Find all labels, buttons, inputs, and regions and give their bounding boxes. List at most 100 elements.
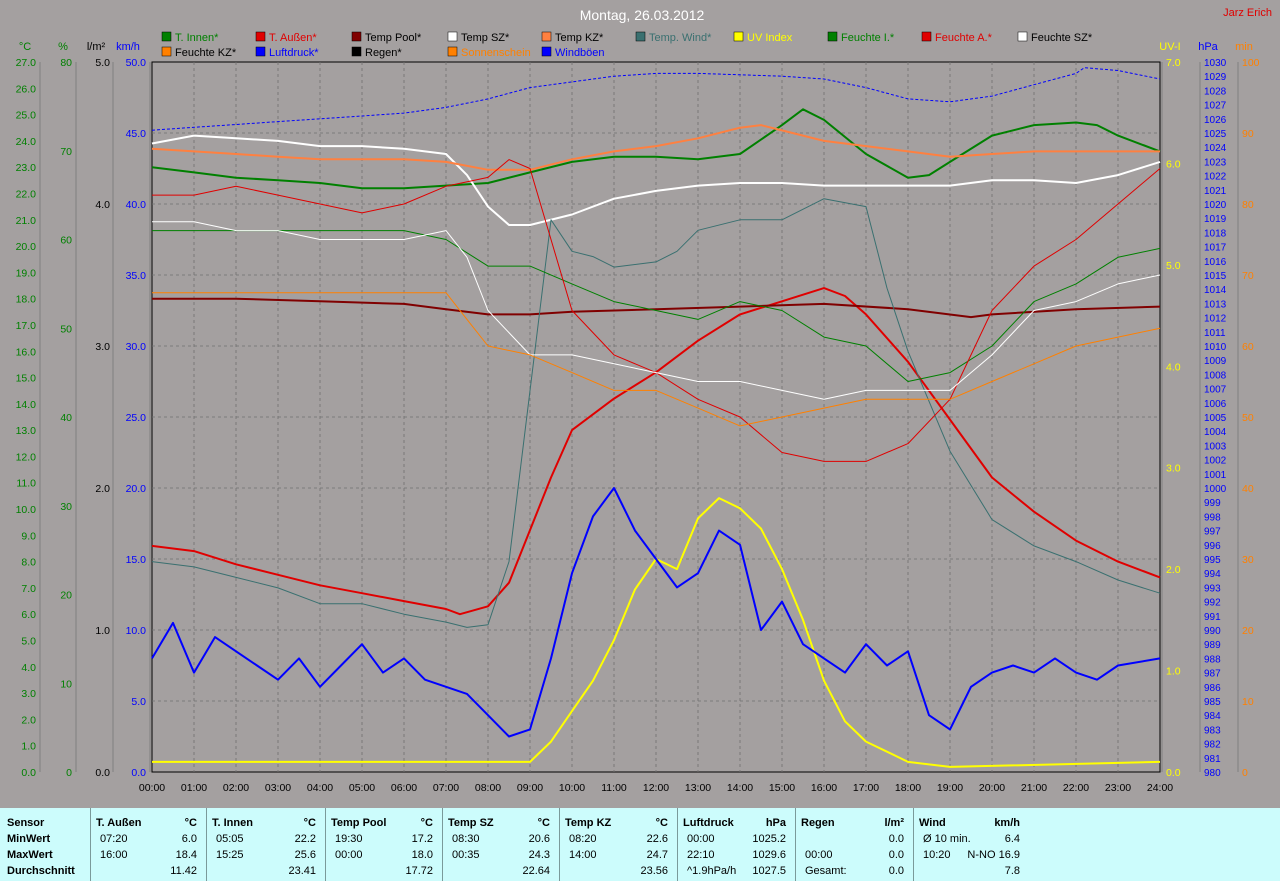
stats-col-unit: °C — [184, 817, 197, 829]
axis-tick-sun: 10 — [1242, 696, 1254, 708]
legend-label: UV Index — [747, 32, 793, 44]
x-tick-label: 14:00 — [727, 782, 753, 794]
x-tick-label: 10:00 — [559, 782, 585, 794]
legend-label: T. Innen* — [175, 32, 219, 44]
stats-avg-value: 1027.5 — [752, 865, 786, 877]
x-tick-label: 05:00 — [349, 782, 375, 794]
axis-tick-pressure: 985 — [1204, 697, 1221, 708]
legend-swatch — [1017, 31, 1028, 42]
axis-tick-sun: 40 — [1242, 483, 1254, 495]
axis-tick-pressure: 996 — [1204, 541, 1221, 552]
axis-tick-pressure: 1019 — [1204, 214, 1227, 225]
legend-swatch — [161, 31, 172, 42]
axis-unit-temp: °C — [19, 41, 31, 53]
axis-tick-humidity: 30 — [60, 501, 72, 513]
legend-label: Feuchte I.* — [841, 32, 895, 44]
stats-min-time: 05:05 — [216, 833, 244, 845]
x-tick-label: 06:00 — [391, 782, 417, 794]
x-tick-label: 11:00 — [601, 782, 627, 794]
stats-col-name: Wind — [919, 817, 946, 829]
stats-max-time: 16:00 — [100, 849, 128, 861]
axis-tick-uv: 5.0 — [1166, 260, 1181, 272]
stats-avg-value: 23.56 — [640, 865, 668, 877]
axis-tick-temp: 13.0 — [16, 425, 37, 437]
series-line — [151, 134, 1161, 226]
axis-unit-pressure: hPa — [1198, 41, 1218, 53]
x-tick-label: 19:00 — [937, 782, 963, 794]
axis-tick-pressure: 1015 — [1204, 271, 1227, 282]
series-line — [151, 67, 1161, 131]
axis-tick-pressure: 1023 — [1204, 157, 1227, 168]
stats-column: T. Außen °C 07:20 6.0 16:00 18.4 11.42 — [90, 808, 207, 881]
axis-tick-temp: 22.0 — [16, 188, 37, 200]
stats-col-name: Temp KZ — [565, 817, 612, 829]
axis-tick-wind: 25.0 — [126, 412, 147, 424]
stats-column: Temp KZ °C 08:20 22.6 14:00 24.7 23.56 — [559, 808, 678, 881]
axis-tick-rain: 4.0 — [95, 199, 110, 211]
axis-tick-temp: 25.0 — [16, 110, 37, 122]
stats-column: Wind km/h Ø 10 min. 6.4 10:20 N-NO 16.9 7.8 — [913, 808, 1030, 881]
stats-min-time: 00:00 — [687, 833, 715, 845]
legend-swatch — [447, 31, 458, 42]
axis-tick-pressure: 1025 — [1204, 129, 1227, 140]
axis-tick-pressure: 999 — [1204, 498, 1221, 509]
legend-swatch — [161, 46, 172, 57]
stats-col-unit: °C — [420, 817, 433, 829]
stats-avg-time: ^1.9hPa/h — [687, 865, 737, 877]
axis-tick-humidity: 60 — [60, 235, 72, 247]
axis-tick-pressure: 1028 — [1204, 86, 1227, 97]
stats-min-value: 20.6 — [528, 833, 550, 845]
stats-max-value: 24.7 — [646, 849, 668, 861]
legend-swatch — [733, 31, 744, 42]
legend-swatch — [541, 46, 552, 57]
axis-tick-temp: 3.0 — [21, 688, 36, 700]
stats-min-value: 6.4 — [1004, 833, 1020, 845]
axis-unit-uv: UV-I — [1159, 41, 1180, 53]
x-tick-label: 18:00 — [895, 782, 921, 794]
stats-col-unit: hPa — [765, 817, 786, 829]
axis-tick-wind: 20.0 — [126, 483, 147, 495]
stats-col-unit: °C — [537, 817, 550, 829]
axis-tick-pressure: 1001 — [1204, 470, 1227, 481]
axis-tick-pressure: 1009 — [1204, 356, 1227, 367]
axis-tick-temp: 24.0 — [16, 136, 37, 148]
legend-label: Temp Pool* — [365, 32, 422, 44]
axis-unit-rain: l/m² — [87, 41, 106, 53]
stats-min-time: 08:20 — [569, 833, 597, 845]
axis-tick-humidity: 80 — [60, 57, 72, 69]
stats-min-value: 1025.2 — [752, 833, 786, 845]
stats-row-label: Sensor — [7, 817, 45, 829]
stats-column: T. Innen °C 05:05 22.2 15:25 25.6 23.41 — [206, 808, 326, 881]
axis-tick-pressure: 1013 — [1204, 299, 1227, 310]
series-line — [152, 221, 1161, 400]
series-line — [152, 297, 1161, 319]
axis-tick-temp: 5.0 — [21, 636, 36, 648]
axis-tick-pressure: 989 — [1204, 640, 1221, 651]
axis-unit-humidity: % — [58, 41, 68, 53]
stats-row-label: MaxWert — [7, 849, 53, 861]
axis-tick-sun: 30 — [1242, 554, 1254, 566]
axis-tick-uv: 6.0 — [1166, 158, 1181, 170]
x-tick-label: 23:00 — [1105, 782, 1131, 794]
x-tick-label: 09:00 — [517, 782, 543, 794]
stats-col-unit: °C — [655, 817, 668, 829]
stats-max-time: 00:00 — [805, 849, 833, 861]
axis-tick-rain: 2.0 — [95, 483, 110, 495]
axis-tick-sun: 90 — [1242, 128, 1254, 140]
stats-col-unit: °C — [303, 817, 316, 829]
x-tick-label: 20:00 — [979, 782, 1005, 794]
axis-tick-pressure: 1007 — [1204, 385, 1227, 396]
stats-col-name: Luftdruck — [683, 817, 734, 829]
x-tick-label: 16:00 — [811, 782, 837, 794]
axis-tick-pressure: 991 — [1204, 612, 1221, 623]
stats-max-value: 0.0 — [888, 849, 904, 861]
stats-row-label: Durchschnitt — [7, 865, 75, 877]
stats-min-value: 0.0 — [888, 833, 904, 845]
stats-max-value: 1029.6 — [752, 849, 786, 861]
stats-col-name: Temp Pool — [331, 817, 387, 829]
legend-label: Luftdruck* — [269, 47, 319, 59]
stats-row-labels: Sensor MinWert MaxWert Durchschnitt — [0, 808, 90, 881]
legend-swatch — [351, 31, 362, 42]
stats-avg-value: 17.72 — [405, 865, 433, 877]
legend-swatch — [921, 31, 932, 42]
